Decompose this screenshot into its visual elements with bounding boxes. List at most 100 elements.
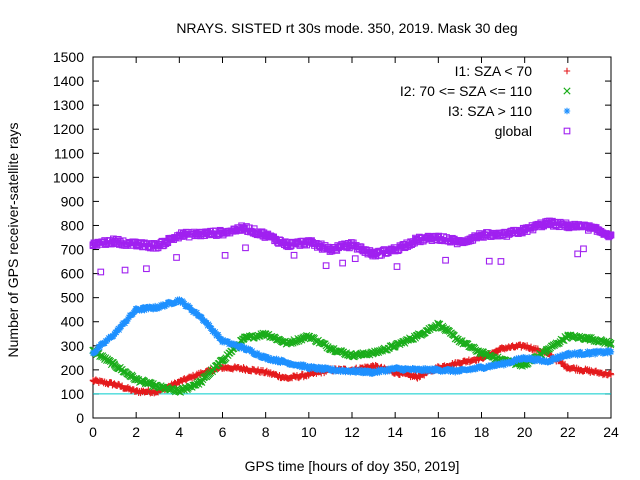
legend-label: I2: 70 <= SZA <= 110 — [400, 83, 532, 99]
legend-symbol — [563, 107, 571, 115]
y-axis-label: Number of GPS receiver-satellite rays — [5, 123, 21, 358]
scatter-mark — [531, 358, 539, 365]
x-tick-label: 12 — [344, 424, 360, 440]
scatter-mark — [290, 251, 298, 259]
y-tick-label: 1200 — [53, 121, 84, 137]
scatter-mark — [328, 367, 336, 374]
scatter-mark — [574, 250, 582, 258]
scatter-mark — [302, 362, 309, 369]
scatter-mark — [206, 322, 213, 329]
scatter-mark — [121, 266, 129, 274]
scatter-mark — [239, 224, 246, 231]
x-tick-label: 16 — [431, 424, 447, 440]
legend-symbol — [563, 67, 571, 75]
scatter-mark — [606, 338, 614, 347]
scatter-mark — [434, 319, 442, 327]
y-tick-label: 1000 — [53, 169, 84, 185]
series-3 — [89, 296, 615, 377]
scatter-mark — [351, 366, 358, 373]
scatter-mark — [96, 344, 103, 351]
scatter-mark — [94, 345, 102, 352]
scatter-mark — [170, 236, 177, 243]
scatter-mark — [607, 348, 614, 356]
scatter-mark — [97, 268, 105, 276]
x-tick-label: 6 — [219, 424, 227, 440]
scatter-mark — [247, 346, 254, 354]
scatter-mark — [591, 351, 599, 358]
scatter-mark — [215, 331, 222, 338]
scatter-mark — [337, 368, 344, 375]
series-group — [89, 217, 615, 397]
x-tick-label: 22 — [560, 424, 576, 440]
scatter-mark — [235, 343, 242, 350]
scatter-mark — [181, 300, 188, 307]
chart-title: NRAYS. SISTED rt 30s mode. 350, 2019. Ma… — [176, 20, 517, 36]
y-tick-label: 600 — [61, 266, 85, 282]
scatter-mark — [528, 354, 536, 361]
scatter-mark — [492, 360, 500, 367]
scatter-mark — [123, 317, 131, 325]
scatter-mark — [265, 354, 272, 361]
scatter-mark — [322, 262, 330, 270]
scatter-mark — [193, 309, 201, 316]
scatter-mark — [607, 370, 614, 377]
legend-label: I1: SZA < 70 — [455, 63, 533, 79]
scatter-mark — [339, 259, 346, 267]
y-tick-label: 800 — [61, 217, 85, 233]
scatter-mark — [351, 255, 359, 263]
scatter-mark — [542, 345, 551, 354]
scatter-mark — [480, 349, 489, 358]
scatter-mark — [300, 361, 307, 368]
y-tick-label: 900 — [61, 193, 85, 209]
legend-label: global — [495, 123, 532, 139]
legend-label: I3: SZA > 110 — [448, 103, 532, 119]
scatter-mark — [509, 359, 516, 366]
scatter-mark — [212, 328, 219, 335]
x-tick-label: 4 — [175, 424, 183, 440]
scatter-mark — [241, 344, 248, 351]
x-tick-label: 0 — [89, 424, 97, 440]
x-tick-label: 2 — [132, 424, 140, 440]
scatter-mark — [124, 315, 132, 323]
scatter-mark — [317, 364, 324, 372]
x-tick-label: 10 — [301, 424, 317, 440]
scatter-mark — [131, 308, 138, 315]
scatter-mark — [514, 357, 521, 364]
scatter-mark — [189, 381, 197, 389]
scatter-mark — [485, 257, 493, 265]
legend: I1: SZA < 70 I2: 70 <= SZA <= 110 I3: SZA … — [400, 63, 571, 139]
scatter-mark — [472, 365, 479, 373]
scatter-mark — [210, 327, 217, 335]
scatter-mark — [113, 329, 120, 336]
scatter-mark — [306, 365, 313, 373]
scatter-mark — [580, 245, 587, 253]
scatter-mark — [117, 323, 125, 330]
scatter-mark — [163, 301, 171, 309]
scatter-mark — [606, 232, 614, 240]
scatter-mark — [497, 258, 505, 265]
legend-symbol — [563, 87, 571, 95]
scatter-mark — [249, 347, 256, 355]
scatter-mark — [498, 361, 506, 368]
scatter-mark — [198, 314, 205, 321]
x-tick-label: 14 — [387, 424, 403, 440]
scatter-mark — [260, 352, 268, 360]
scatter-mark — [537, 356, 544, 363]
y-tick-label: 1300 — [53, 97, 84, 113]
y-tick-label: 1400 — [53, 73, 84, 89]
scatter-mark — [151, 302, 159, 310]
y-tick-label: 500 — [61, 290, 85, 306]
scatter-mark — [593, 347, 601, 355]
scatter-mark — [561, 360, 569, 368]
scatter-mark — [556, 355, 563, 362]
y-tick-label: 400 — [61, 314, 85, 330]
x-tick-label: 18 — [474, 424, 490, 440]
y-tick-label: 1500 — [53, 49, 84, 65]
scatter-mark — [558, 359, 566, 367]
scatter-mark — [221, 252, 229, 259]
scatter-mark — [565, 349, 573, 357]
scatter-mark — [173, 254, 180, 261]
scatter-mark — [186, 304, 194, 311]
scatter-mark — [143, 265, 150, 273]
